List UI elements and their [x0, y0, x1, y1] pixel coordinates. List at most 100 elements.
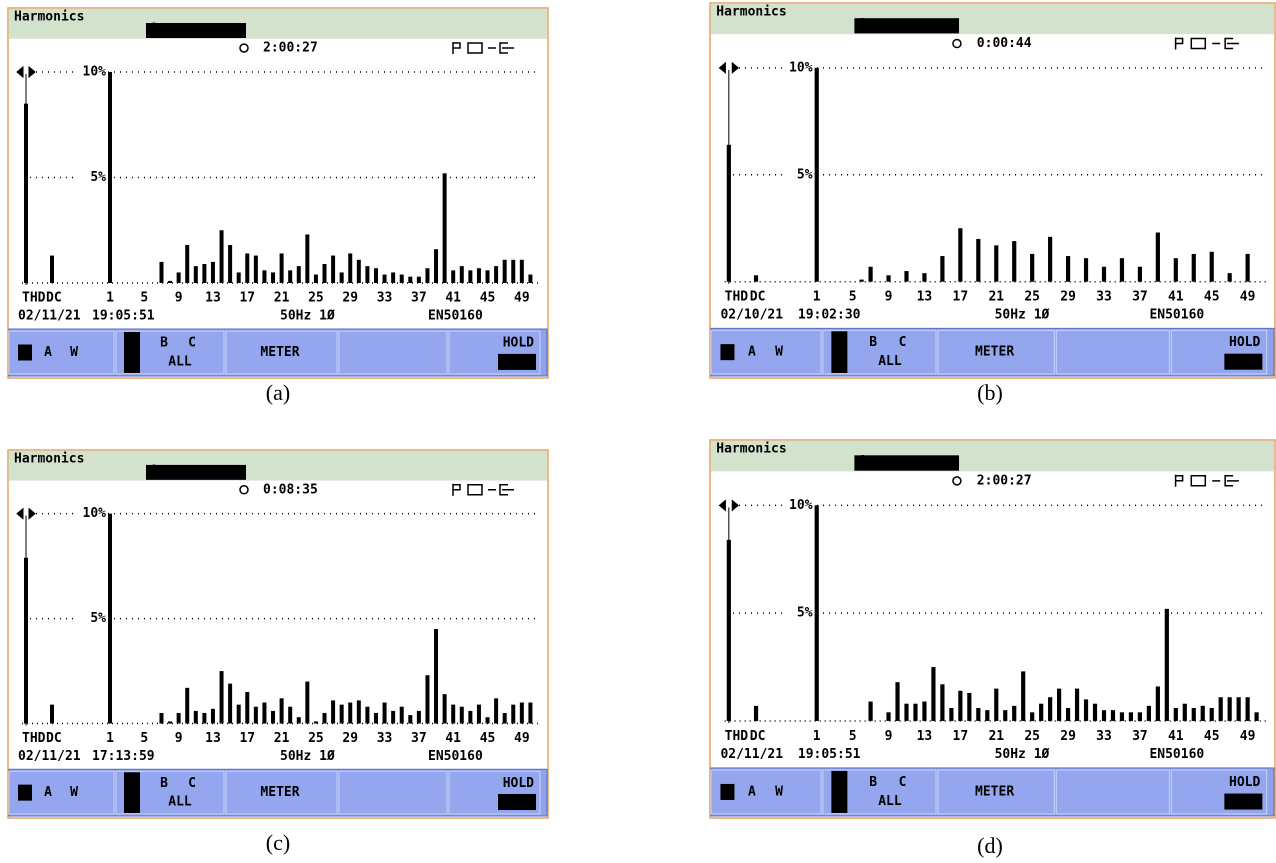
bar	[1030, 712, 1034, 721]
analyzer-screen: HarmonicsATHD 15.0%f0:08:355%10%THDDC159…	[8, 450, 548, 818]
bar	[228, 684, 232, 724]
bar	[1084, 699, 1088, 721]
header-band	[9, 451, 548, 481]
x-tick-label: THD	[725, 729, 749, 744]
caption: (d)	[977, 833, 1003, 858]
y-tick-label: 10%	[789, 498, 813, 513]
bar	[886, 275, 890, 281]
menu-label: ALL	[878, 794, 902, 809]
x-tick-label: 45	[480, 291, 496, 306]
bar	[1048, 697, 1052, 721]
bar	[443, 694, 447, 723]
bar	[323, 264, 327, 283]
menu-label: N	[835, 354, 843, 369]
menu-label: METER	[260, 785, 299, 800]
bar	[168, 721, 172, 723]
bar	[985, 710, 989, 721]
x-tick-label: DC	[750, 729, 766, 744]
bar	[958, 228, 962, 281]
bar	[211, 262, 215, 283]
bar	[237, 705, 241, 724]
x-tick-label: 37	[1132, 729, 1148, 744]
bar	[185, 245, 189, 283]
x-tick-label: 49	[1240, 729, 1256, 744]
menu-label: V	[724, 345, 732, 360]
bar	[374, 713, 378, 723]
x-tick-label: THD	[22, 731, 46, 746]
bar	[486, 717, 490, 723]
bar	[451, 705, 455, 724]
bar	[754, 275, 758, 281]
bar	[159, 262, 163, 283]
menu-label: A	[748, 345, 756, 360]
menu-label: METER	[260, 345, 299, 360]
timer: 0:00:44	[977, 36, 1032, 51]
x-tick-label: 49	[514, 731, 530, 746]
bar	[211, 709, 215, 724]
x-tick-label: 33	[1096, 729, 1112, 744]
phase-label: A	[859, 17, 867, 32]
bar	[271, 711, 275, 724]
bar	[434, 629, 438, 723]
bar	[520, 703, 524, 724]
x-tick-label: 13	[917, 729, 933, 744]
bar	[727, 540, 731, 721]
x-tick-label: 29	[342, 731, 358, 746]
menu-label: RUN	[511, 354, 535, 369]
bar	[297, 717, 301, 723]
bar	[494, 698, 498, 723]
x-tick-label: 1	[813, 729, 821, 744]
menu-label: N	[128, 794, 136, 809]
bar	[271, 272, 275, 283]
x-tick-label: 29	[1060, 729, 1076, 744]
x-tick-label: DC	[46, 291, 62, 306]
bar	[460, 266, 464, 283]
softkey[interactable]	[1056, 770, 1169, 814]
bar	[1003, 710, 1007, 721]
bar	[486, 270, 490, 283]
bar	[228, 245, 232, 283]
bar	[1183, 704, 1187, 721]
menu-label: ALL	[168, 794, 192, 809]
x-tick-label: 21	[988, 289, 1004, 304]
bar	[949, 708, 953, 721]
x-tick-label: 17	[239, 731, 255, 746]
bar	[50, 705, 54, 724]
bar	[1138, 712, 1142, 721]
bar	[305, 234, 309, 283]
bar	[503, 713, 507, 723]
time: 19:05:51	[92, 309, 155, 324]
menu-label: N	[128, 354, 136, 369]
softkey[interactable]	[1056, 330, 1169, 374]
bar	[940, 256, 944, 282]
menu-label: W	[775, 345, 783, 360]
bar	[494, 266, 498, 283]
bar	[1066, 256, 1070, 282]
frequency: 50Hz 1Ø	[995, 308, 1050, 323]
bar	[1174, 708, 1178, 721]
bar	[976, 708, 980, 721]
menu-label: A	[128, 776, 136, 791]
x-tick-label: 41	[445, 731, 461, 746]
thd-readout: THD 18.5%f	[870, 456, 948, 471]
x-tick-label: 33	[1096, 289, 1112, 304]
bar	[348, 703, 352, 724]
bar	[922, 273, 926, 282]
bar	[305, 682, 309, 724]
bar	[391, 711, 395, 724]
softkey[interactable]	[339, 331, 447, 374]
bar	[1120, 258, 1124, 282]
bar	[815, 68, 819, 282]
bar	[1201, 706, 1205, 721]
bar	[348, 253, 352, 283]
x-tick-label: 29	[342, 291, 358, 306]
x-tick-label: 21	[988, 729, 1004, 744]
bar	[254, 256, 258, 283]
bar	[383, 275, 387, 283]
bar	[331, 256, 335, 283]
bar	[280, 698, 284, 723]
bar	[1111, 710, 1115, 721]
bar	[185, 688, 189, 724]
bar	[1093, 704, 1097, 721]
softkey[interactable]	[339, 771, 447, 814]
